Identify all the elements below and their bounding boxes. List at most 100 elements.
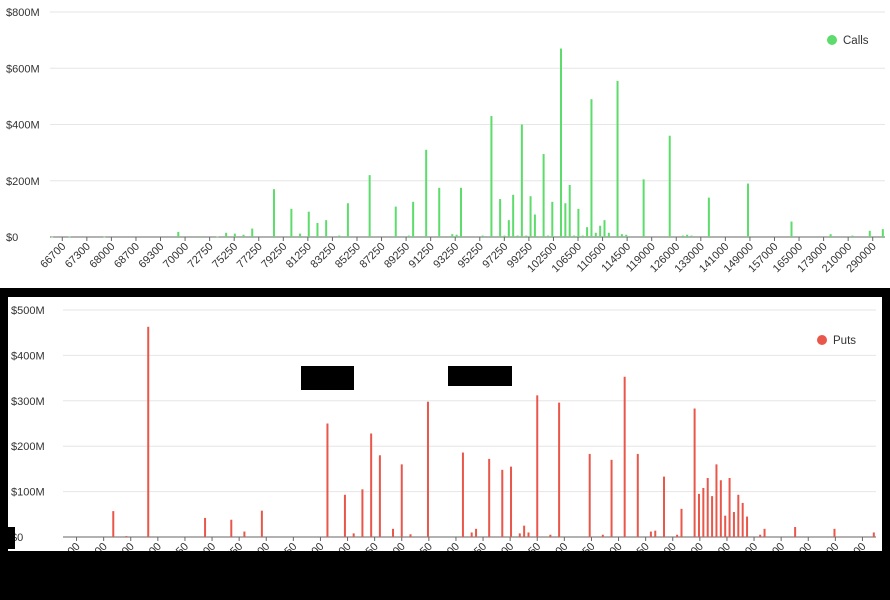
bar[interactable] — [693, 408, 696, 537]
bar[interactable] — [546, 235, 549, 237]
bar[interactable] — [346, 203, 349, 237]
bar[interactable] — [868, 230, 871, 237]
bar[interactable] — [490, 116, 493, 237]
bar[interactable] — [668, 135, 671, 237]
bar[interactable] — [299, 233, 302, 237]
bar[interactable] — [426, 401, 429, 537]
bar[interactable] — [625, 234, 628, 237]
bar[interactable] — [790, 221, 793, 237]
bar[interactable] — [833, 528, 836, 537]
bar[interactable] — [510, 466, 513, 537]
bar[interactable] — [676, 534, 679, 537]
bar[interactable] — [251, 228, 254, 237]
legend-label[interactable]: Calls — [843, 35, 869, 47]
bar[interactable] — [560, 48, 563, 237]
bar[interactable] — [588, 453, 591, 537]
bar[interactable] — [520, 124, 523, 238]
bar[interactable] — [711, 496, 714, 537]
bar[interactable] — [290, 208, 293, 237]
bar[interactable] — [400, 464, 403, 537]
bar[interactable] — [551, 201, 554, 237]
bar[interactable] — [243, 531, 246, 537]
bar[interactable] — [378, 455, 381, 537]
bar[interactable] — [225, 232, 228, 237]
bar[interactable] — [233, 233, 236, 237]
bar[interactable] — [586, 227, 589, 237]
bar[interactable] — [616, 80, 619, 237]
bar[interactable] — [525, 235, 528, 237]
bar[interactable] — [642, 179, 645, 237]
bar[interactable] — [488, 458, 491, 537]
bar[interactable] — [451, 234, 454, 237]
bar[interactable] — [549, 534, 552, 537]
bar[interactable] — [352, 533, 355, 537]
bar[interactable] — [829, 234, 832, 237]
bar[interactable] — [361, 489, 364, 537]
bar[interactable] — [872, 532, 875, 537]
bar[interactable] — [527, 532, 530, 537]
bar[interactable] — [728, 477, 731, 537]
bar[interactable] — [438, 187, 441, 237]
bar[interactable] — [706, 477, 709, 537]
bar[interactable] — [461, 452, 464, 537]
bar[interactable] — [732, 512, 735, 537]
bar[interactable] — [316, 222, 319, 237]
bar[interactable] — [481, 235, 484, 237]
bar[interactable] — [326, 423, 329, 538]
bar[interactable] — [338, 235, 341, 237]
legend-label[interactable]: Puts — [833, 335, 856, 347]
bar[interactable] — [199, 236, 202, 237]
bar[interactable] — [649, 531, 652, 537]
bar[interactable] — [501, 469, 504, 537]
bar[interactable] — [103, 236, 106, 238]
bar[interactable] — [503, 235, 506, 237]
bar[interactable] — [747, 183, 750, 237]
bar[interactable] — [470, 532, 473, 537]
bar[interactable] — [601, 534, 604, 537]
bar[interactable] — [724, 515, 727, 537]
bar[interactable] — [216, 236, 219, 238]
bar[interactable] — [690, 235, 693, 237]
bar[interactable] — [577, 208, 580, 237]
bar[interactable] — [307, 211, 310, 237]
bar[interactable] — [68, 236, 71, 238]
bar[interactable] — [620, 234, 623, 237]
bar[interactable] — [542, 154, 545, 237]
bar[interactable] — [702, 487, 705, 537]
bar[interactable] — [851, 235, 854, 237]
bar[interactable] — [558, 402, 561, 537]
bar[interactable] — [794, 527, 797, 537]
bar[interactable] — [392, 528, 395, 537]
bar[interactable] — [719, 480, 722, 537]
bar[interactable] — [594, 232, 597, 237]
bar[interactable] — [680, 508, 683, 537]
bar[interactable] — [568, 184, 571, 237]
bar[interactable] — [370, 433, 373, 537]
bar[interactable] — [512, 194, 515, 237]
bar[interactable] — [260, 510, 263, 537]
bar[interactable] — [112, 511, 115, 537]
bar[interactable] — [455, 234, 458, 237]
bar[interactable] — [663, 476, 666, 537]
bar[interactable] — [686, 234, 689, 237]
bar[interactable] — [707, 197, 710, 237]
bar[interactable] — [697, 493, 700, 537]
bar[interactable] — [409, 534, 412, 537]
bar[interactable] — [536, 395, 539, 537]
bar[interactable] — [681, 235, 684, 237]
bar[interactable] — [573, 235, 576, 237]
bar[interactable] — [394, 206, 397, 237]
bar[interactable] — [564, 203, 567, 237]
bar[interactable] — [603, 220, 606, 237]
bar[interactable] — [529, 196, 532, 237]
bar[interactable] — [475, 528, 478, 537]
bar[interactable] — [737, 494, 740, 537]
bar[interactable] — [325, 220, 328, 237]
bar[interactable] — [607, 232, 610, 237]
bar[interactable] — [523, 525, 526, 537]
bar[interactable] — [368, 175, 371, 237]
bar[interactable] — [499, 199, 502, 237]
bar[interactable] — [242, 234, 245, 237]
bar[interactable] — [147, 326, 150, 537]
bar[interactable] — [759, 534, 762, 537]
